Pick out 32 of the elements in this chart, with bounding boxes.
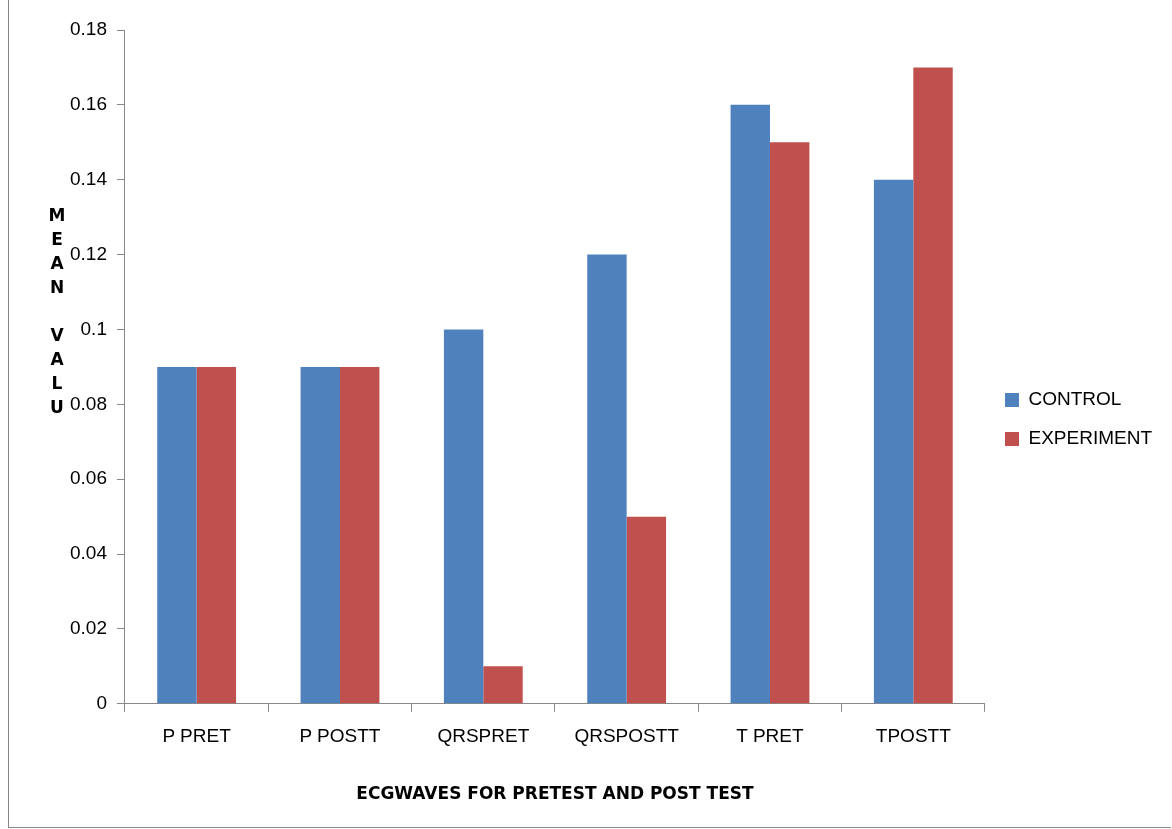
y-axis-title: MEAN VALU [47, 205, 67, 421]
y-tick-label: 0.02 [70, 617, 107, 639]
y-tick-label: 0.04 [70, 542, 108, 564]
bar [300, 366, 340, 704]
x-tick-label: QRSPOSTT [574, 725, 680, 747]
y-tick-label: 0.08 [70, 392, 107, 414]
x-tick-label: TPOSTT [875, 725, 952, 747]
bar [196, 366, 237, 704]
x-tick-label: P PRET [162, 725, 232, 747]
y-tick-label: 0.16 [70, 93, 107, 115]
y-tick-label: 0.12 [70, 242, 107, 264]
bar [769, 142, 810, 704]
bar [483, 666, 523, 704]
bar [626, 516, 667, 704]
y-tick-label: 0.14 [70, 167, 108, 189]
y-tick-label: 0.18 [70, 18, 107, 40]
bar [913, 67, 953, 704]
legend-label: CONTROL [1028, 388, 1122, 410]
bar [339, 366, 380, 704]
x-tick-label: P POSTT [299, 725, 381, 747]
bar [443, 329, 484, 704]
y-tick-label: 0.1 [80, 317, 107, 339]
x-axis-title: ECGWAVES FOR PRETEST AND POST TEST [356, 783, 755, 804]
x-tick-label: QRSPRET [437, 725, 530, 747]
bar [873, 179, 914, 704]
y-tick-label: 0 [96, 692, 107, 714]
legend-label: EXPERIMENT [1028, 427, 1153, 449]
x-tick-label: T PRET [736, 725, 804, 747]
bar [157, 366, 197, 704]
bar [587, 254, 627, 704]
y-tick-label: 0.06 [70, 467, 107, 489]
bar [730, 104, 770, 704]
